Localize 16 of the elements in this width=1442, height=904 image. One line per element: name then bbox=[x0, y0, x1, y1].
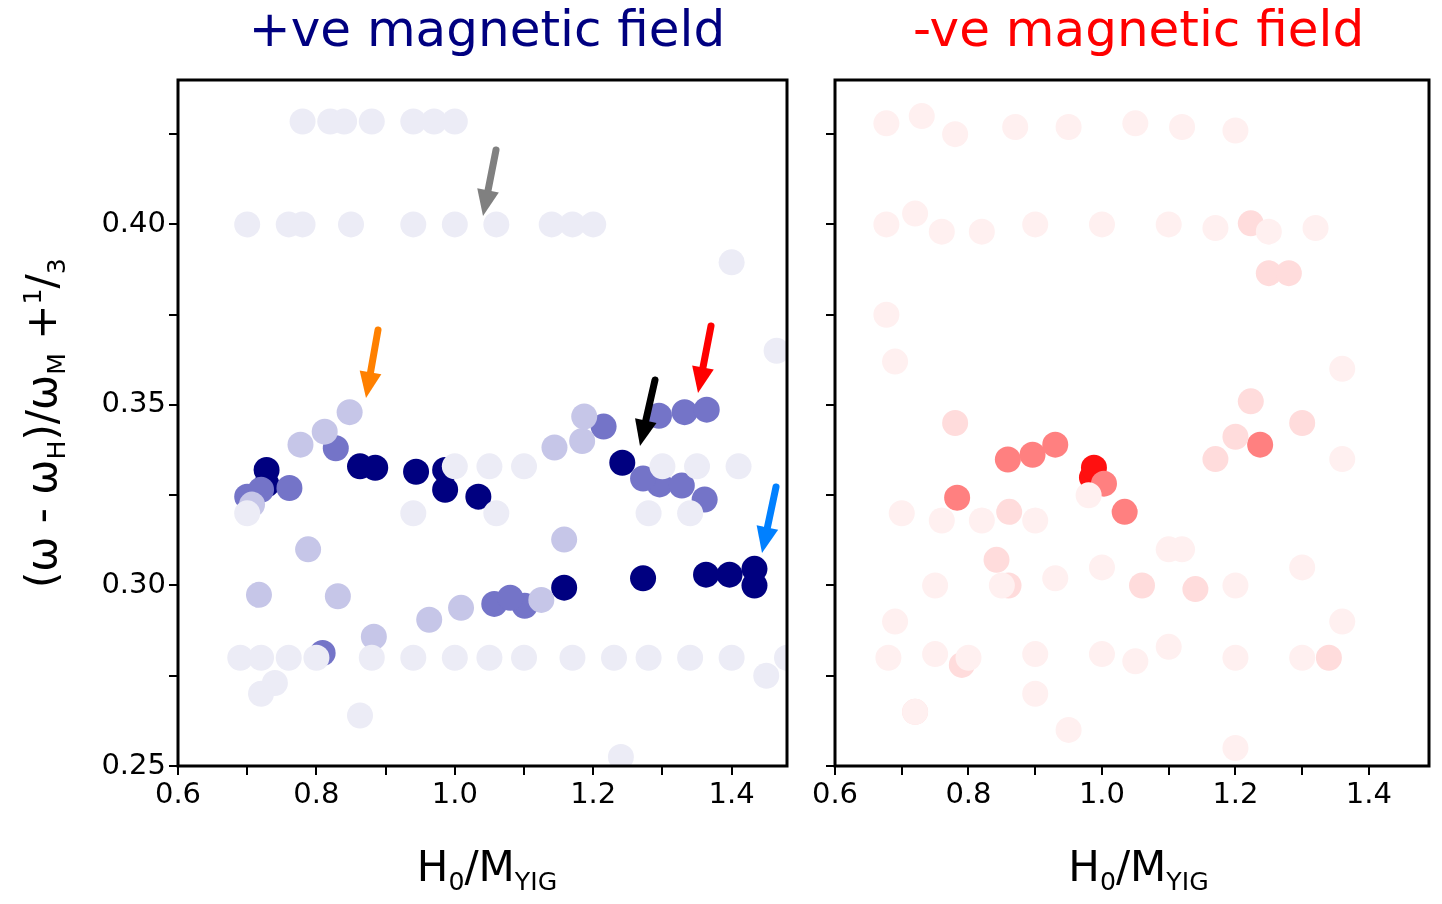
x-tick-label: 1.4 bbox=[708, 775, 755, 810]
x-tick-label: 1.0 bbox=[431, 775, 478, 810]
x-tick-label: 1.2 bbox=[1212, 775, 1259, 810]
x-tick-label: 1.4 bbox=[1345, 775, 1392, 810]
y-tick-label: 0.30 bbox=[101, 566, 166, 600]
y-tick-label: 0.40 bbox=[101, 204, 166, 239]
x-tick-label: 1.0 bbox=[1078, 775, 1126, 810]
x-tick-label: 0.6 bbox=[811, 775, 859, 810]
chart-title: +ve magnetic field bbox=[247, 0, 727, 58]
x-tick-label: 0.8 bbox=[945, 775, 992, 810]
x-tick-label: 1.2 bbox=[570, 775, 617, 810]
x-tick-label: 0.8 bbox=[293, 775, 340, 810]
x-axis-title: H$_{0}$/M$_{YIG}$ bbox=[1067, 842, 1210, 897]
y-tick-label: 0.35 bbox=[101, 385, 166, 420]
x-axis-title: H$_{0}$/M$_{YIG}$ bbox=[415, 842, 559, 897]
chart-title: -ve magnetic field bbox=[911, 0, 1366, 58]
